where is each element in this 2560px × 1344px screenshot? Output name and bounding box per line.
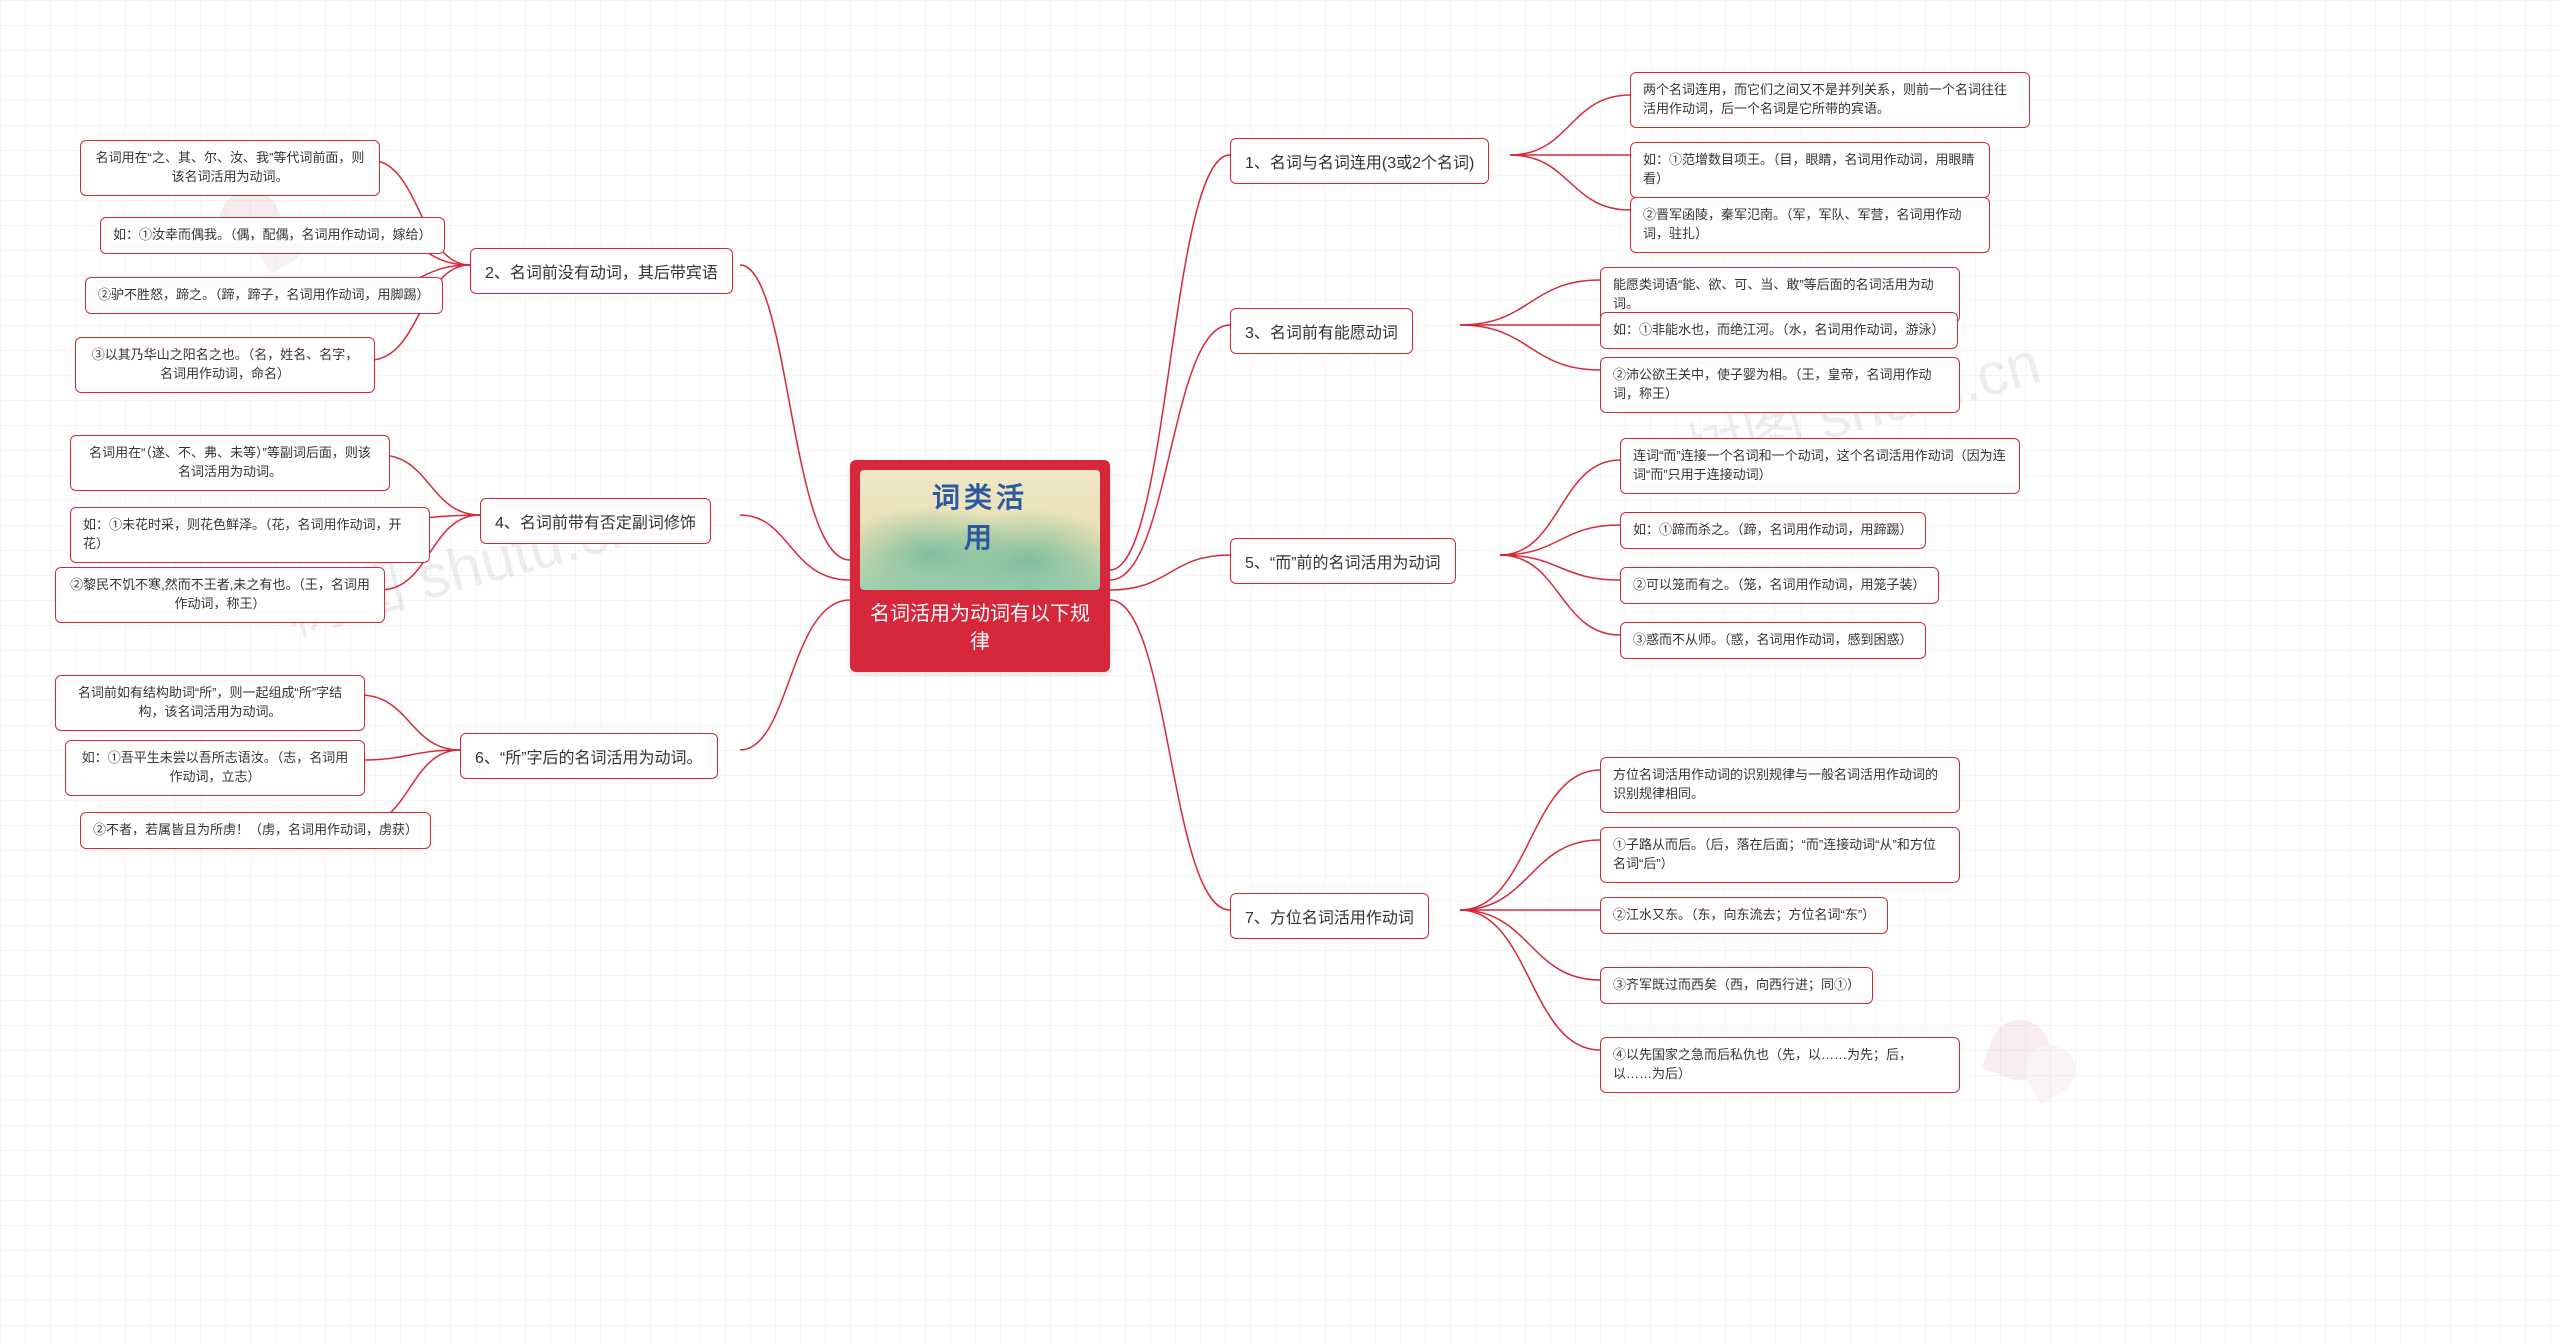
branch-l6: 6、“所”字后的名词活用为动词。 <box>460 733 718 779</box>
leaf-l2-3: ③以其乃华山之阳名之也。（名，姓名、名字，名词用作动词，命名） <box>75 337 375 393</box>
leaf-r5-0: 连词“而”连接一个名词和一个动词，这个名词活用作动词（因为连词“而”只用于连接动… <box>1620 438 2020 494</box>
leaf-r5-2: ②可以笼而有之。（笼，名词用作动词，用笼子装） <box>1620 567 1939 604</box>
branch-r3: 3、名词前有能愿动词 <box>1230 308 1413 354</box>
leaf-r1-1: 如：①范增数目项王。（目，眼睛，名词用作动词，用眼睛看） <box>1630 142 1990 198</box>
leaf-l6-1: 如：①吾平生未尝以吾所志语汝。（志，名词用作动词，立志） <box>65 740 365 796</box>
branch-r7: 7、方位名词活用作动词 <box>1230 893 1429 939</box>
leaf-l2-0: 名词用在“之、其、尔、汝、我”等代词前面，则该名词活用为动词。 <box>80 140 380 196</box>
leaf-r3-2: ②沛公欲王关中，使子婴为相。（王，皇帝，名词用作动词，称王） <box>1600 357 1960 413</box>
leaf-r1-2: ②晋军函陵，秦军氾南。（军，军队、军营，名词用作动词，驻扎） <box>1630 197 1990 253</box>
branch-r5: 5、“而”前的名词活用为动词 <box>1230 538 1456 584</box>
leaf-r5-3: ③惑而不从师。（惑，名词用作动词，感到困惑） <box>1620 622 1926 659</box>
leaf-r7-0: 方位名词活用作动词的识别规律与一般名词活用作动词的识别规律相同。 <box>1600 757 1960 813</box>
root-title: 名词活用为动词有以下规律 <box>850 600 1110 656</box>
leaf-r3-1: 如：①非能水也，而绝江河。（水，名词用作动词，游泳） <box>1600 312 1958 349</box>
leaf-l6-2: ②不者，若属皆且为所虏！（虏，名词用作动词，虏获） <box>80 812 431 849</box>
leaf-r7-2: ②江水又东。（东，向东流去；方位名词“东”） <box>1600 897 1888 934</box>
leaf-l4-0: 名词用在“（遂、不、弗、未等）”等副词后面，则该名词活用为动词。 <box>70 435 390 491</box>
connector-layer <box>0 0 2560 1344</box>
leaf-l2-1: 如：①汝幸而偶我。（偶，配偶，名词用作动词，嫁给） <box>100 217 445 254</box>
branch-l2: 2、名词前没有动词，其后带宾语 <box>470 248 733 294</box>
branch-l4: 4、名词前带有否定副词修饰 <box>480 498 711 544</box>
leaf-l2-2: ②驴不胜怒，蹄之。（蹄，蹄子，名词用作动词，用脚踢） <box>85 277 443 314</box>
root-image <box>860 470 1100 590</box>
leaf-l4-2: ②黎民不饥不寒,然而不王者,未之有也。（王，名词用作动词，称王） <box>55 567 385 623</box>
branch-r1: 1、名词与名词连用(3或2个名词) <box>1230 138 1489 184</box>
leaf-l6-0: 名词前如有结构助词“所”，则一起组成“所”字结构，该名词活用为动词。 <box>55 675 365 731</box>
leaf-r7-4: ④以先国家之急而后私仇也（先，以……为先；后，以……为后） <box>1600 1037 1960 1093</box>
leaf-r1-0: 两个名词连用，而它们之间又不是并列关系，则前一个名词往往活用作动词，后一个名词是… <box>1630 72 2030 128</box>
leaf-r7-3: ③齐军既过而西矣（西，向西行进；同①） <box>1600 967 1873 1004</box>
leaf-l4-1: 如：①未花时采，则花色鲜泽。（花，名词用作动词，开花） <box>70 507 430 563</box>
leaf-r5-1: 如：①蹄而杀之。（蹄，名词用作动词，用蹄踢） <box>1620 512 1926 549</box>
decoration-flower <box>1970 990 2110 1130</box>
root-node: 名词活用为动词有以下规律 <box>850 460 1110 672</box>
leaf-r7-1: ①子路从而后。（后，落在后面；“而”连接动词“从”和方位名词“后”） <box>1600 827 1960 883</box>
